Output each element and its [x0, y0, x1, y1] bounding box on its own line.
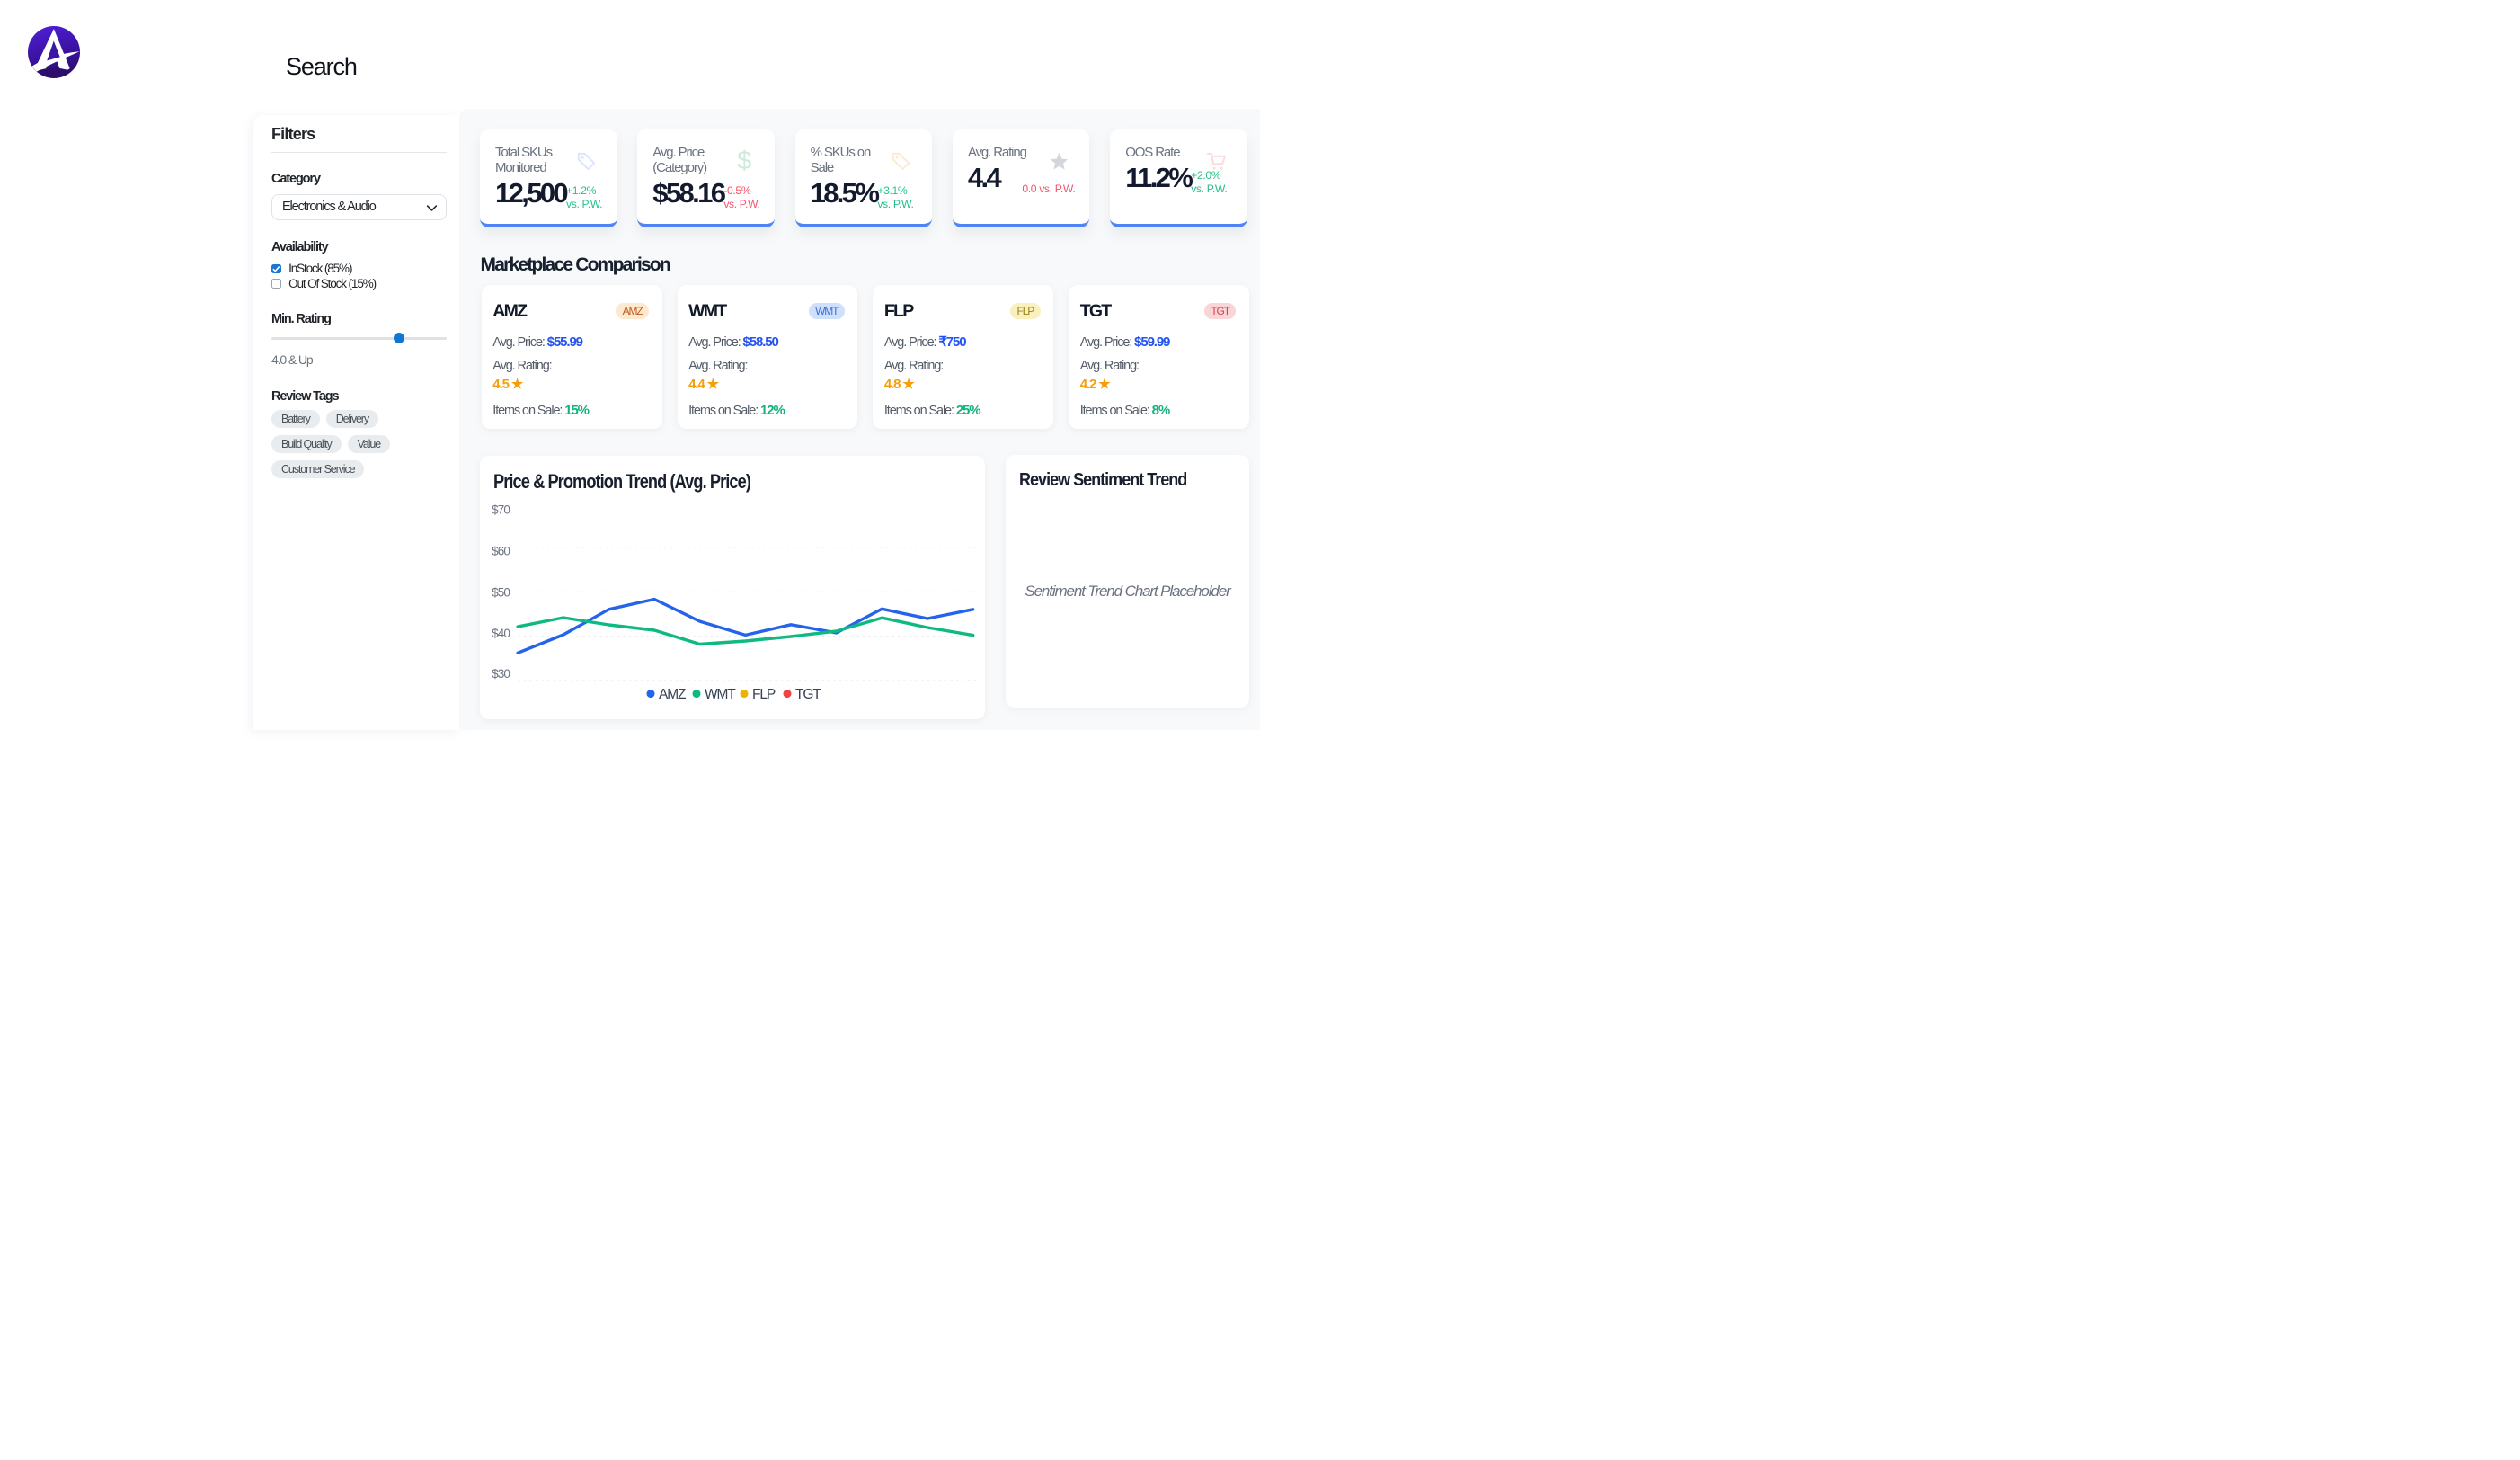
svg-text:AMZ: AMZ: [659, 687, 686, 702]
svg-text:$40: $40: [492, 627, 510, 640]
svg-text:$30: $30: [492, 667, 510, 681]
svg-text:FLP: FLP: [752, 687, 776, 702]
svg-text:TGT: TGT: [795, 687, 821, 702]
svg-text:$50: $50: [492, 585, 510, 599]
svg-text:$60: $60: [492, 544, 510, 557]
svg-text:$70: $70: [492, 503, 510, 517]
svg-text:WMT: WMT: [705, 687, 736, 702]
